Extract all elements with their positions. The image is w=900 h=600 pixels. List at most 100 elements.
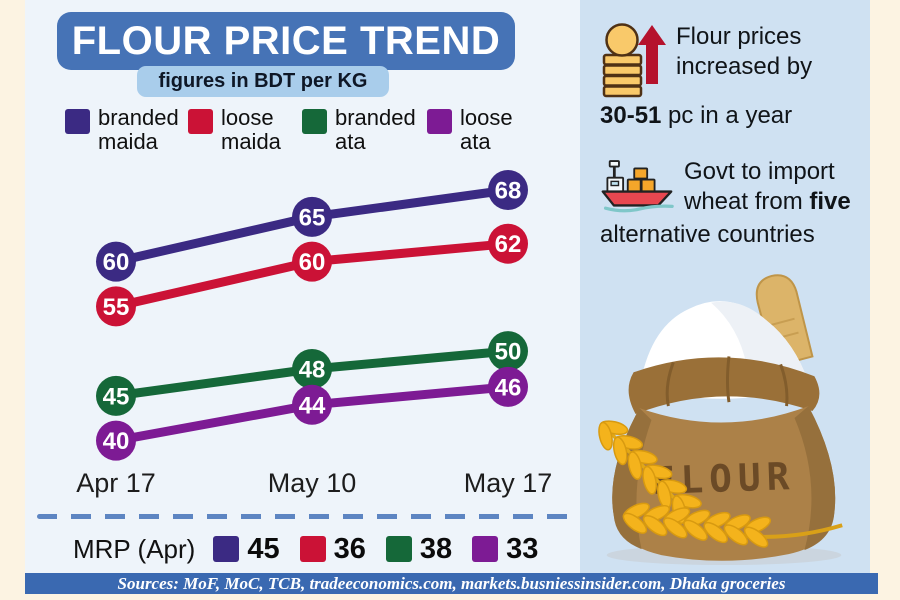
- mrp-values: 45 36 38 33: [213, 533, 538, 566]
- mrp-swatch-loose-maida: [299, 536, 326, 562]
- sources-text: Sources: MoF, MoC, TCB, tradeeconomics.c…: [117, 573, 786, 593]
- legend-label: loose ata: [460, 105, 513, 154]
- data-point-label: 62: [495, 231, 522, 258]
- mrp-swatch-branded-ata: [385, 536, 412, 562]
- fact-bold-value: five: [809, 188, 851, 215]
- fact-wheat-import: Govt to import wheat from five alternati…: [580, 157, 870, 250]
- data-point-label: 60: [103, 249, 130, 276]
- fact-wheat-import-tail: alternative countries: [600, 220, 856, 250]
- data-point-loose-ata-May-10: [292, 384, 332, 425]
- x-axis-label-Apr-17: Apr 17: [76, 468, 156, 498]
- legend-item-loose-ata: loose ata: [427, 106, 513, 154]
- data-point-label: 48: [299, 357, 326, 384]
- mrp-value-branded-ata: 38: [419, 532, 453, 565]
- fact-line: increased by: [676, 53, 813, 80]
- data-point-label: 40: [103, 428, 130, 455]
- fact-bold-value: 30-51: [600, 102, 662, 129]
- chart-panel: FLOUR PRICE TREND figures in BDT per KG …: [25, 0, 580, 573]
- fact-wheat-import-lines: Govt to import wheat from five: [684, 157, 851, 217]
- flour-sack-illustration: FLOUR: [598, 274, 843, 566]
- x-axis-label-May-10: May 10: [268, 468, 357, 498]
- sources-bar: Sources: MoF, MoC, TCB, tradeeconomics.c…: [25, 573, 878, 594]
- mrp-value-loose-maida: 36: [333, 532, 366, 565]
- mrp-value-branded-maida: 45: [247, 532, 280, 565]
- chart-legend: branded maida loose maida branded ata loose ata: [25, 106, 580, 162]
- wheat-leaf: [642, 514, 668, 537]
- data-point-loose-ata-Apr-17: [96, 420, 136, 461]
- legend-item-branded-ata: branded ata: [302, 106, 416, 154]
- mrp-value-loose-ata: 33: [506, 532, 539, 565]
- data-point-label: 45: [103, 383, 130, 410]
- data-point-loose-maida-May-17: [488, 223, 528, 264]
- fact-line: pc in a year: [661, 102, 793, 129]
- legend-swatch-branded-maida: [65, 109, 90, 134]
- data-point-branded-ata-May-17: [488, 331, 528, 372]
- data-point-branded-maida-Apr-17: [96, 241, 136, 282]
- mrp-pair-branded-maida: 45: [213, 532, 280, 566]
- data-point-branded-maida-May-17: [488, 170, 528, 210]
- legend-swatch-branded-ata: [302, 109, 327, 134]
- wheat-leaf: [703, 521, 728, 544]
- coins-rise-icon: [602, 23, 666, 98]
- page-title: FLOUR PRICE TREND: [71, 18, 501, 63]
- fact-price-increase-tail: 30-51 pc in a year: [600, 101, 856, 131]
- mrp-pair-loose-ata: 33: [472, 533, 538, 566]
- mrp-swatch-branded-maida: [213, 536, 240, 562]
- legend-label: branded maida: [98, 105, 179, 154]
- data-point-label: 60: [299, 249, 326, 276]
- wheat-leaf: [663, 517, 688, 539]
- wheat-leaf: [723, 524, 749, 546]
- wheat-leaf: [598, 421, 613, 451]
- data-point-label: 50: [495, 339, 522, 366]
- legend-item-branded-maida: branded maida: [65, 106, 179, 154]
- data-point-label: 55: [103, 294, 130, 321]
- subtitle-banner: figures in BDT per KG: [137, 66, 389, 97]
- wheat-leaf: [622, 512, 648, 534]
- sack-rim: [628, 357, 820, 415]
- legend-label: loose maida: [221, 105, 281, 154]
- data-point-label: 44: [299, 392, 326, 419]
- fact-line: Govt to import: [684, 158, 835, 185]
- legend-label: branded ata: [335, 105, 416, 154]
- wheat-leaf: [683, 519, 708, 541]
- mrp-label: MRP (Apr): [73, 533, 196, 564]
- mrp-pair-branded-ata: 38: [385, 532, 453, 566]
- mrp-swatch-loose-ata: [472, 536, 499, 562]
- dashed-divider: [37, 514, 569, 519]
- flour-mound-shade: [711, 301, 809, 383]
- subtitle-text: figures in BDT per KG: [158, 70, 368, 92]
- fact-price-increase-head: Flour prices increased by: [600, 22, 856, 98]
- data-point-branded-maida-May-10: [292, 196, 332, 237]
- price-trend-line-chart: 60 65 68 55 60 62 45 48 50 40 44 46 Apr 17 May 10 May …: [76, 170, 553, 498]
- title-banner: FLOUR PRICE TREND: [57, 12, 515, 70]
- data-point-branded-ata-May-10: [292, 349, 332, 389]
- legend-swatch-loose-ata: [427, 109, 452, 134]
- fact-price-increase: Flour prices increased by 30-51 pc in a …: [580, 22, 870, 131]
- legend-item-loose-maida: loose maida: [188, 106, 281, 154]
- data-point-loose-maida-Apr-17: [96, 286, 136, 327]
- cargo-ship-icon: [601, 160, 674, 213]
- fact-line: alternative countries: [600, 221, 815, 248]
- mrp-pair-loose-maida: 36: [299, 532, 366, 566]
- facts-panel: Flour prices increased by 30-51 pc in a …: [580, 0, 870, 573]
- sack-label: FLOUR: [651, 454, 796, 503]
- data-point-loose-maida-May-10: [292, 241, 332, 282]
- legend-swatch-loose-maida: [188, 109, 213, 134]
- fact-price-increase-lines: Flour prices increased by: [676, 22, 812, 82]
- wheat-leaf: [743, 526, 769, 548]
- data-point-branded-ata-Apr-17: [96, 375, 136, 416]
- fact-wheat-import-head: Govt to import wheat from five: [600, 157, 856, 217]
- wheat-stalks-icon: [598, 420, 772, 548]
- mrp-row: MRP (Apr) 45 36 38 33: [25, 530, 580, 568]
- wheat-leaf: [642, 465, 657, 495]
- data-point-label: 65: [299, 204, 326, 231]
- wheat-leaf: [612, 436, 628, 466]
- wheat-leaf: [627, 451, 643, 480]
- data-point-label: 68: [495, 178, 522, 205]
- x-axis-label-May-17: May 17: [464, 468, 553, 498]
- fact-line: Flour prices: [676, 23, 802, 50]
- fact-line: wheat from: [684, 188, 810, 215]
- data-point-label: 46: [495, 374, 522, 401]
- data-point-loose-ata-May-17: [488, 366, 528, 407]
